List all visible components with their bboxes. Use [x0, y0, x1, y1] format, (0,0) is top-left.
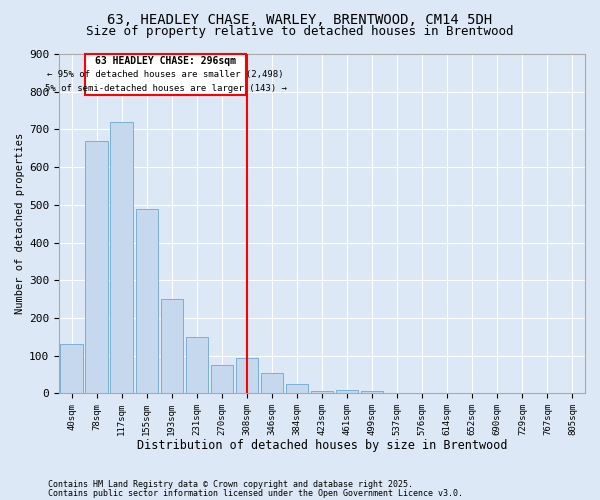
Bar	[236, 358, 258, 394]
Bar	[161, 299, 183, 394]
Bar	[136, 208, 158, 394]
Bar	[85, 140, 108, 394]
Text: Size of property relative to detached houses in Brentwood: Size of property relative to detached ho…	[86, 25, 514, 38]
Text: Contains HM Land Registry data © Crown copyright and database right 2025.: Contains HM Land Registry data © Crown c…	[48, 480, 413, 489]
Text: 63 HEADLEY CHASE: 296sqm: 63 HEADLEY CHASE: 296sqm	[95, 56, 236, 66]
Bar	[286, 384, 308, 394]
Bar	[61, 344, 83, 394]
Bar	[110, 122, 133, 394]
Bar	[211, 365, 233, 394]
Bar	[261, 372, 283, 394]
Text: ← 95% of detached houses are smaller (2,498): ← 95% of detached houses are smaller (2,…	[47, 70, 284, 79]
Bar	[311, 392, 334, 394]
Y-axis label: Number of detached properties: Number of detached properties	[15, 133, 25, 314]
FancyBboxPatch shape	[85, 54, 245, 96]
Text: Contains public sector information licensed under the Open Government Licence v3: Contains public sector information licen…	[48, 488, 463, 498]
Text: 63, HEADLEY CHASE, WARLEY, BRENTWOOD, CM14 5DH: 63, HEADLEY CHASE, WARLEY, BRENTWOOD, CM…	[107, 12, 493, 26]
Bar	[361, 392, 383, 394]
X-axis label: Distribution of detached houses by size in Brentwood: Distribution of detached houses by size …	[137, 440, 508, 452]
Bar	[185, 337, 208, 394]
Text: 5% of semi-detached houses are larger (143) →: 5% of semi-detached houses are larger (1…	[44, 84, 287, 93]
Bar	[336, 390, 358, 394]
